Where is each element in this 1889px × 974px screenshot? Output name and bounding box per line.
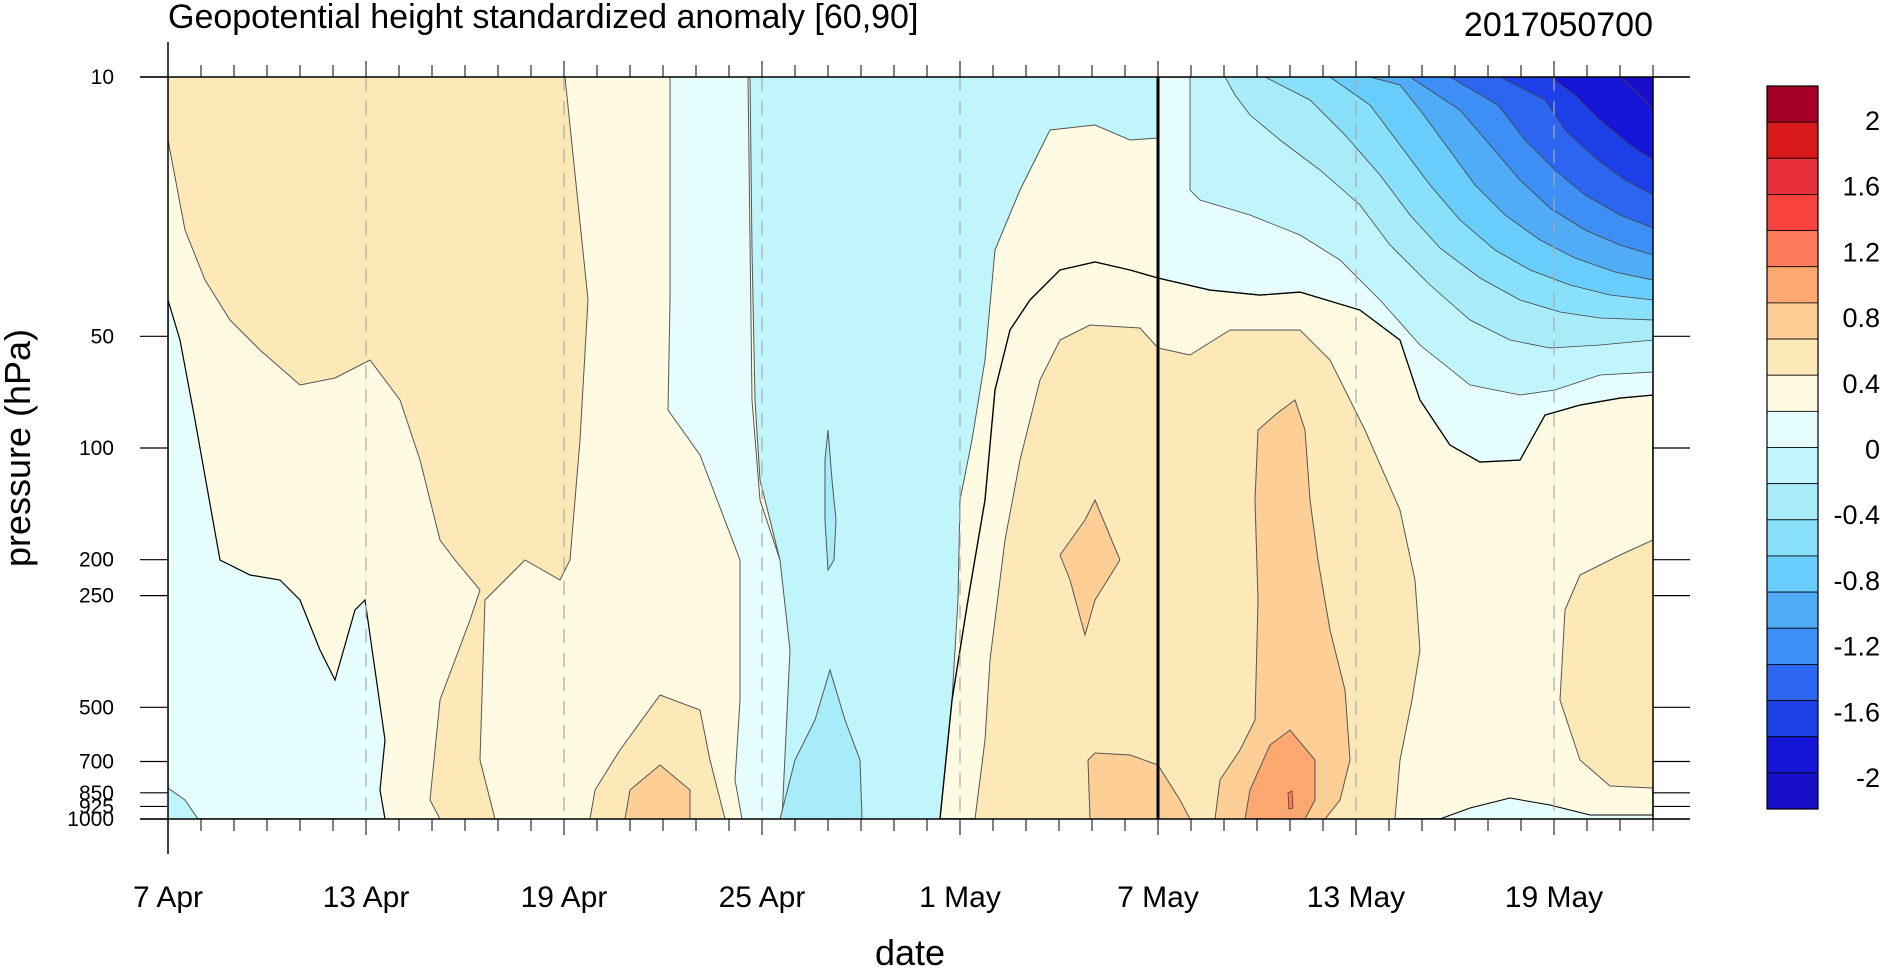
region-late-april-light-negative bbox=[667, 77, 821, 819]
colorbar-label: 0.8 bbox=[1842, 303, 1880, 333]
colorbar-label: -1.2 bbox=[1833, 632, 1880, 662]
colorbar-label: 0.4 bbox=[1842, 369, 1880, 399]
y-tick-label: 925 bbox=[79, 795, 114, 818]
region-mid-may-column bbox=[1214, 399, 1351, 819]
region-mid-may-core bbox=[1244, 729, 1316, 819]
colorbar-swatch bbox=[1766, 410, 1819, 448]
colorbar-swatch bbox=[1766, 121, 1819, 159]
colorbar-swatch bbox=[1766, 302, 1819, 340]
colorbar-swatch bbox=[1766, 555, 1819, 593]
date-gridlines bbox=[365, 77, 1555, 819]
region-lower-strong bbox=[624, 764, 691, 819]
colorbar-label: 0 bbox=[1865, 435, 1880, 465]
y-tick-label: 200 bbox=[79, 549, 114, 572]
x-tick-label: 13 Apr bbox=[323, 881, 410, 914]
y-tick-label: 700 bbox=[79, 751, 114, 774]
colorbar-swatch bbox=[1766, 483, 1819, 521]
y-tick-label: 250 bbox=[79, 585, 114, 608]
region-mid-may-dot bbox=[1287, 790, 1294, 810]
x-tick-label: 7 May bbox=[1117, 881, 1199, 914]
colorbar-swatch bbox=[1766, 664, 1819, 701]
colorbar-swatch bbox=[1766, 519, 1819, 557]
region-late-april-core bbox=[779, 668, 863, 819]
region-early-negative bbox=[168, 299, 386, 819]
colorbar-swatch bbox=[1766, 194, 1819, 231]
region-may-lower-strong bbox=[1087, 752, 1191, 819]
colorbar-swatch bbox=[1766, 338, 1819, 376]
colorbar-swatch bbox=[1766, 772, 1819, 810]
x-tick-label: 13 May bbox=[1307, 881, 1405, 914]
region-late-april-thin bbox=[824, 429, 837, 572]
region-late-may-negative-bottom bbox=[1439, 797, 1653, 819]
y-tick-label: 500 bbox=[79, 696, 114, 719]
colorbar-label: -0.4 bbox=[1833, 500, 1880, 530]
region-corner-negative bbox=[168, 787, 199, 819]
region-may-diamond bbox=[1059, 498, 1121, 637]
y-tick-label: 1000 bbox=[67, 808, 114, 831]
y-tick-label: 850 bbox=[79, 782, 114, 805]
x-tick-label: 19 May bbox=[1505, 881, 1603, 914]
region-early-positive bbox=[168, 77, 589, 819]
colorbar-swatch bbox=[1766, 374, 1819, 412]
colorbar-swatch bbox=[1766, 230, 1819, 268]
colorbar-swatch bbox=[1766, 627, 1819, 665]
colorbar-swatch bbox=[1766, 736, 1819, 774]
y-tick-label: 10 bbox=[91, 66, 114, 89]
region-late-may-positive bbox=[1559, 539, 1653, 789]
band-neg-10 bbox=[1619, 77, 1653, 111]
colorbar-label: -2 bbox=[1856, 763, 1880, 793]
x-axis: 7 Apr 13 Apr 19 Apr 25 Apr 1 May 7 May 13 May 1… bbox=[133, 61, 1654, 914]
x-tick-label: 1 May bbox=[919, 881, 1001, 914]
colorbar-swatch bbox=[1766, 700, 1819, 738]
colorbar-label: -0.8 bbox=[1833, 566, 1880, 596]
chart-title: Geopotential height standardized anomaly… bbox=[168, 0, 918, 36]
band-neg-9 bbox=[1549, 77, 1653, 161]
x-tick-label: 7 Apr bbox=[133, 881, 203, 914]
x-tick-label: 19 Apr bbox=[521, 881, 608, 914]
colorbar-label: -1.6 bbox=[1833, 697, 1880, 727]
colorbar-swatch bbox=[1766, 447, 1819, 485]
contour-field bbox=[168, 77, 1653, 819]
colorbar-label: 2 bbox=[1865, 106, 1880, 136]
y-tick-label: 50 bbox=[91, 325, 114, 348]
y-tick-label: 100 bbox=[79, 437, 114, 460]
colorbar-frame bbox=[1766, 85, 1819, 810]
colorbar-swatch bbox=[1766, 157, 1819, 195]
region-lower-positive bbox=[589, 694, 726, 819]
colorbar-label: 1.2 bbox=[1842, 237, 1880, 267]
colorbar: 2 1.6 1.2 0.8 0.4 0 -0.4 -0.8 -1.2 -1.6 -2 bbox=[1766, 85, 1880, 810]
x-tick-label: 25 Apr bbox=[719, 881, 806, 914]
colorbar-label: 1.6 bbox=[1842, 172, 1880, 202]
chart-subtitle: 2017050700 bbox=[1464, 6, 1653, 44]
colorbar-swatch bbox=[1766, 85, 1819, 123]
colorbar-swatch bbox=[1766, 591, 1819, 629]
colorbar-swatch bbox=[1766, 266, 1819, 304]
y-axis-title: pressure (hPa) bbox=[0, 329, 38, 567]
x-axis-title: date bbox=[875, 932, 945, 969]
region-late-april-negative bbox=[749, 77, 1159, 819]
